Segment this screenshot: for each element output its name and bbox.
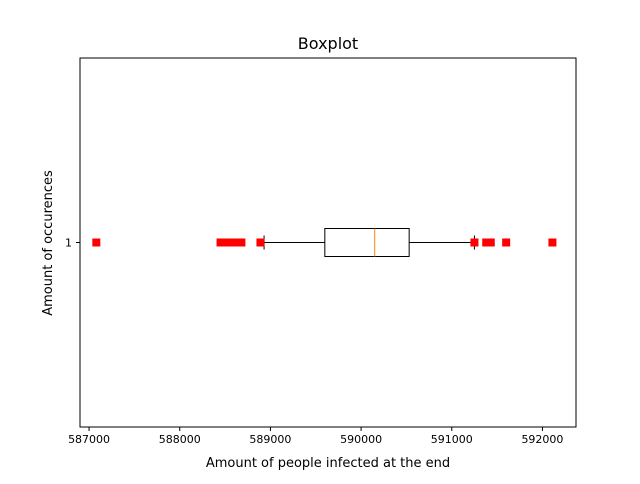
x-axis-label: Amount of people infected at the end <box>206 456 450 471</box>
box-iqr <box>324 228 410 257</box>
outlier-point <box>237 238 246 247</box>
outlier-point <box>216 238 225 247</box>
x-tick-label: 587000 <box>68 433 110 446</box>
outlier-point <box>222 238 231 247</box>
x-tick-label: 592000 <box>521 433 563 446</box>
x-tick-label: 591000 <box>431 433 473 446</box>
x-axis: 587000 588000 589000 590000 591000 592000 <box>68 427 563 446</box>
x-tick-label: 588000 <box>159 433 201 446</box>
x-tick-label: 589000 <box>249 433 291 446</box>
outlier-point <box>486 238 495 247</box>
outlier-point <box>256 238 265 247</box>
y-tick-label: 1 <box>65 237 72 250</box>
chart-title: Boxplot <box>298 34 358 53</box>
y-axis: 1 <box>65 237 80 250</box>
outlier-point <box>502 238 511 247</box>
outlier-point <box>228 238 237 247</box>
outlier-point <box>548 238 557 247</box>
outlier-point <box>482 238 491 247</box>
y-axis-label: Amount of occurences <box>41 170 56 316</box>
x-tick-label: 590000 <box>340 433 382 446</box>
outlier-point <box>470 238 479 247</box>
outlier-point <box>92 238 101 247</box>
